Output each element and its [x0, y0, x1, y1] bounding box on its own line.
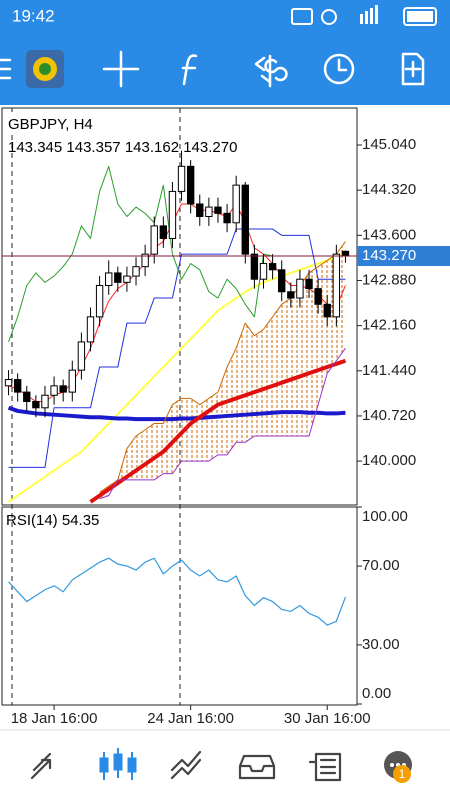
indicator-line [7, 405, 346, 422]
crosshair-button[interactable] [102, 50, 140, 88]
indicator-line [7, 250, 347, 503]
candle-body [68, 369, 76, 393]
candle-body [268, 263, 277, 271]
candle-body [250, 253, 259, 280]
x-tick-label: 30 Jan 16:00 [284, 710, 371, 727]
symbol-bg [4, 112, 109, 134]
candle-body [59, 385, 67, 393]
candle-body [32, 401, 40, 409]
last-bar-ohlc: 143.345 143.357 143.162 143.270 [8, 139, 237, 156]
y-tick-label: 143.600 [362, 226, 416, 243]
y-tick-label: 140.720 [362, 407, 416, 424]
candle-body [4, 379, 13, 387]
nav-chart[interactable] [99, 748, 137, 780]
y-tick-label: 140.000 [362, 452, 416, 469]
candle-body [95, 284, 104, 318]
candle-body [214, 206, 222, 214]
candle-body [196, 203, 204, 218]
candle-body [223, 212, 231, 224]
y-tick-label: 142.880 [362, 271, 416, 288]
candle-body [150, 225, 158, 255]
app-logo[interactable] [26, 50, 64, 88]
candle-body [323, 303, 331, 318]
ichimoku-cloud [99, 241, 346, 499]
rsi-tick-label: 30.00 [362, 636, 400, 653]
candle-body [296, 278, 304, 299]
nav-history[interactable] [238, 754, 276, 780]
candle-body [123, 275, 131, 283]
y-tick-label: 142.160 [362, 317, 416, 334]
rsi-header: RSI(14) 54.35 [6, 512, 99, 529]
x-tick-label: 24 Jan 16:00 [147, 710, 234, 727]
rsi-name: RSI(14) [6, 512, 58, 529]
indicator-line [99, 347, 346, 500]
toolbar [0, 32, 450, 105]
indicator-line [89, 358, 347, 504]
high: 143.357 [66, 139, 120, 156]
candle-body [13, 379, 22, 393]
badge: 1 [399, 767, 406, 781]
low: 143.162 [125, 139, 179, 156]
candle-body [305, 278, 313, 290]
nav-news[interactable] [308, 752, 342, 782]
indicator-line [99, 241, 346, 493]
candle-body [186, 165, 195, 205]
rsi-tick-label: 70.00 [362, 557, 400, 574]
candle-body [341, 250, 350, 257]
candle-body [50, 385, 58, 396]
indicators-button[interactable] [181, 54, 198, 86]
rsi-tick-label: 0.00 [362, 685, 391, 702]
candle-body [177, 165, 186, 192]
indicator-line [8, 165, 273, 343]
status-icons [291, 5, 437, 26]
candle-body [114, 272, 122, 283]
nav-chat[interactable]: 1 [384, 751, 412, 783]
candle-body [141, 253, 149, 268]
candle-body [259, 263, 268, 280]
y-tick-label: 144.320 [362, 181, 416, 198]
candle-body [77, 341, 86, 371]
indicator-line [8, 228, 346, 468]
x-tick-label: 18 Jan 16:00 [11, 710, 98, 727]
candle-body [278, 269, 286, 293]
candle-body [159, 225, 168, 239]
candle-body [232, 184, 240, 224]
candle-body [41, 394, 49, 409]
price-tag [357, 246, 450, 267]
candle-body [241, 184, 249, 255]
y-tick-label: 141.440 [362, 362, 416, 379]
candle-body [314, 288, 322, 305]
candle-body [132, 266, 140, 277]
nav-quotes[interactable] [30, 752, 52, 780]
price-tag-label: 143.270 [362, 247, 416, 264]
status-bar [0, 0, 450, 32]
trade-button[interactable] [254, 54, 288, 88]
clock: 19:42 [12, 6, 55, 25]
candle-body [23, 391, 31, 403]
close: 143.270 [183, 139, 237, 156]
open: 143.345 [8, 139, 62, 156]
rsi-tick-label: 100.00 [362, 508, 408, 525]
rsi-value: 54.35 [62, 512, 100, 529]
menu[interactable] [0, 58, 12, 80]
candle-body [332, 253, 341, 318]
candle-body [287, 291, 295, 299]
symbol: GBPJPY, H4 [8, 116, 93, 133]
candle-body [168, 190, 177, 239]
rsi-line [8, 557, 347, 626]
period-button[interactable] [323, 53, 355, 85]
candle-body [105, 272, 113, 286]
new-order-button[interactable] [401, 52, 425, 86]
y-tick-label: 145.040 [362, 136, 416, 153]
nav-trade[interactable] [170, 750, 202, 780]
candle-body [86, 316, 95, 343]
candle-body [205, 206, 213, 218]
